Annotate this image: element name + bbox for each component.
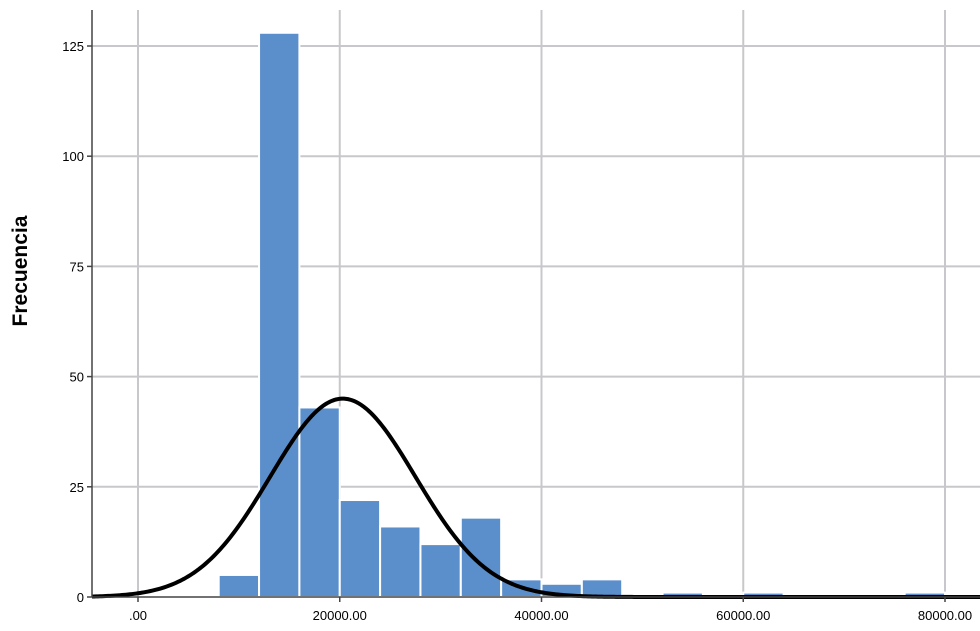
- normal-curve: [91, 396, 980, 599]
- x-tick-label: 60000.00: [716, 608, 770, 623]
- y-tick-label: 125: [62, 39, 84, 54]
- y-tick-label: 100: [62, 149, 84, 164]
- y-tick-label: 50: [70, 370, 84, 385]
- y-tick-labels: 0 25 50 75 100 125: [62, 39, 84, 605]
- axes: [87, 10, 980, 602]
- histogram-bar: [419, 543, 462, 599]
- histogram-bar: [379, 525, 422, 598]
- histogram-bars: [217, 31, 947, 599]
- y-tick-label: 75: [70, 259, 84, 274]
- x-tick-label: 40000.00: [514, 608, 568, 623]
- histogram-bar: [258, 31, 301, 598]
- x-tick-label: 20000.00: [313, 608, 367, 623]
- x-tick-labels: .00 20000.00 40000.00 60000.00 80000.00: [129, 608, 972, 623]
- y-tick-label: 0: [77, 590, 84, 605]
- gridlines: [92, 10, 980, 597]
- histogram-bar: [298, 406, 341, 598]
- y-axis-label: Frecuencia: [9, 215, 32, 326]
- histogram-bar: [217, 573, 261, 599]
- histogram-bar: [459, 516, 503, 599]
- histogram-bar: [338, 499, 382, 598]
- x-tick-label: .00: [129, 608, 147, 623]
- x-tick-label: 80000.00: [918, 608, 972, 623]
- y-tick-label: 25: [70, 480, 84, 495]
